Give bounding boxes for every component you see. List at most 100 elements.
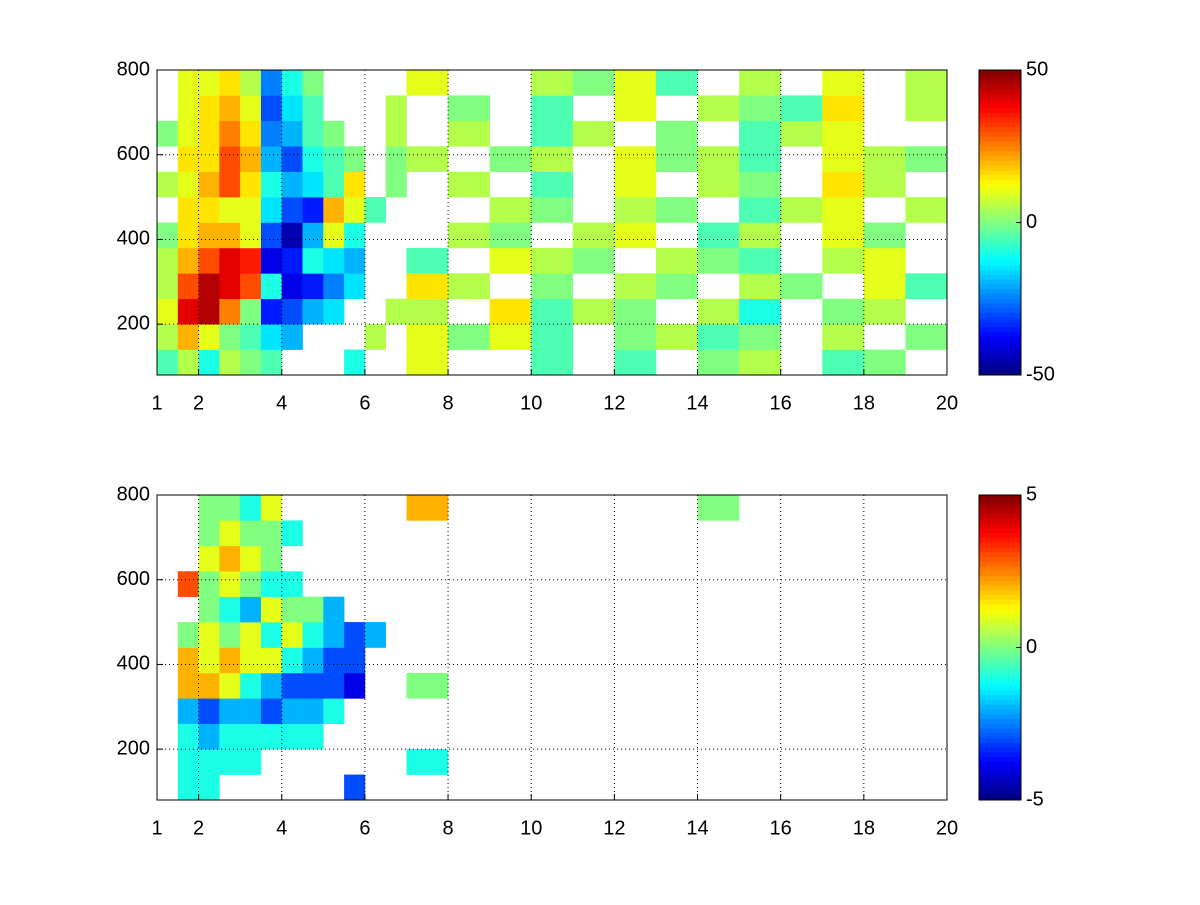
- heatmap-cell: [198, 146, 220, 172]
- colorbar-step: [979, 284, 1021, 290]
- colorbar-step: [979, 341, 1021, 347]
- colorbar-step: [979, 232, 1021, 238]
- heatmap-cell: [323, 298, 345, 325]
- heatmap-cell: [260, 622, 283, 648]
- colorbar-step: [979, 355, 1021, 362]
- colorbar-step: [979, 728, 1021, 734]
- colorbar-step: [979, 327, 1021, 333]
- heatmap-cell: [489, 222, 532, 249]
- x-tick-label: 1: [151, 817, 162, 839]
- heatmap-cell: [323, 698, 345, 725]
- heatmap-cell: [302, 120, 324, 147]
- heatmap-cell: [240, 324, 262, 350]
- heatmap-cell: [531, 70, 574, 96]
- heatmap-cell: [655, 273, 698, 300]
- heatmap-cell: [302, 95, 324, 122]
- heatmap-cell: [177, 70, 199, 96]
- heatmap-cell: [655, 324, 698, 350]
- heatmap-cell: [219, 520, 241, 547]
- x-tick-label: 14: [686, 392, 708, 414]
- colorbar-step: [979, 122, 1021, 128]
- heatmap-cell: [863, 273, 906, 300]
- colorbar-step: [979, 637, 1021, 644]
- colorbar-step: [979, 370, 1021, 376]
- heatmap-cell: [302, 222, 324, 249]
- heatmap-cell: [905, 95, 948, 122]
- heatmap-cell: [448, 171, 490, 198]
- colorbar-step: [979, 212, 1021, 219]
- colorbar-step: [979, 303, 1021, 309]
- heatmap-cell: [905, 273, 948, 300]
- heatmap-cell: [614, 146, 657, 172]
- heatmap-cell: [323, 197, 345, 223]
- heatmap-cell: [531, 349, 574, 376]
- colorbar-step: [979, 170, 1021, 176]
- heatmap-cell: [364, 324, 386, 350]
- heatmap-cell: [572, 70, 615, 96]
- colorbar-step: [979, 628, 1021, 634]
- heatmap-cell: [531, 120, 574, 147]
- colorbar-step: [979, 336, 1021, 343]
- colorbar-tick-label: 50: [1026, 58, 1048, 80]
- heatmap-cell: [157, 324, 179, 350]
- colorbar-step: [979, 556, 1021, 563]
- colorbar-step: [979, 313, 1021, 319]
- heatmap-cell: [448, 120, 490, 147]
- colorbar-step: [979, 289, 1021, 295]
- colorbar-step: [979, 160, 1021, 166]
- heatmap-cell: [780, 95, 823, 122]
- colorbar-step: [979, 174, 1021, 181]
- colorbar-step: [979, 718, 1021, 725]
- colorbar-step: [979, 155, 1021, 162]
- heatmap-cell: [157, 222, 179, 249]
- colorbar-step: [979, 217, 1021, 223]
- colorbar-step: [979, 790, 1021, 796]
- colorbar-step: [979, 661, 1021, 668]
- heatmap-cell: [177, 197, 199, 223]
- x-tick-label: 6: [359, 392, 370, 414]
- heatmap-cell: [198, 520, 220, 547]
- heatmap-cell: [344, 146, 366, 172]
- heatmap-cell: [344, 774, 366, 801]
- colorbar-step: [979, 103, 1021, 109]
- heatmap-cell: [219, 70, 241, 96]
- heatmap-cell: [260, 596, 283, 623]
- heatmap-cell: [697, 247, 740, 274]
- heatmap-cell: [260, 324, 283, 350]
- heatmap-cell: [531, 95, 574, 122]
- heatmap-cell: [697, 495, 740, 521]
- heatmap-cell: [198, 222, 220, 249]
- heatmap-cell: [323, 622, 345, 648]
- heatmap-cell: [822, 222, 865, 249]
- heatmap-cell: [240, 698, 262, 725]
- heatmap-cell: [344, 197, 366, 223]
- heatmap-cell: [385, 171, 407, 198]
- heatmap-cell: [177, 247, 199, 274]
- heatmap-cell: [281, 95, 303, 122]
- heatmap-cell: [260, 672, 283, 699]
- heatmap-cell: [614, 349, 657, 376]
- heatmap-cell: [198, 70, 220, 96]
- heatmap-cell: [240, 622, 262, 648]
- heatmap-cell: [323, 647, 345, 674]
- axes-box: [156, 494, 948, 801]
- heatmap-cell: [531, 146, 574, 172]
- heatmap-cell: [302, 70, 324, 96]
- heatmap-cell: [177, 723, 199, 750]
- heatmap-cell: [697, 324, 740, 350]
- x-tick-label: 20: [936, 817, 958, 839]
- heatmap-cell: [177, 749, 199, 775]
- heatmap-cell: [344, 672, 366, 699]
- colorbar-step: [979, 246, 1021, 252]
- heatmap-cell: [157, 247, 179, 274]
- heatmap-cell: [177, 324, 199, 350]
- heatmap-cell: [240, 197, 262, 223]
- colorbar-step: [979, 151, 1021, 157]
- heatmap-cell: [240, 273, 262, 300]
- colorbar-step: [979, 346, 1021, 352]
- heatmap-cell: [655, 247, 698, 274]
- heatmap-cell: [198, 622, 220, 648]
- heatmap-cell: [240, 70, 262, 96]
- colorbar-step: [979, 222, 1021, 228]
- colorbar-step: [979, 695, 1021, 701]
